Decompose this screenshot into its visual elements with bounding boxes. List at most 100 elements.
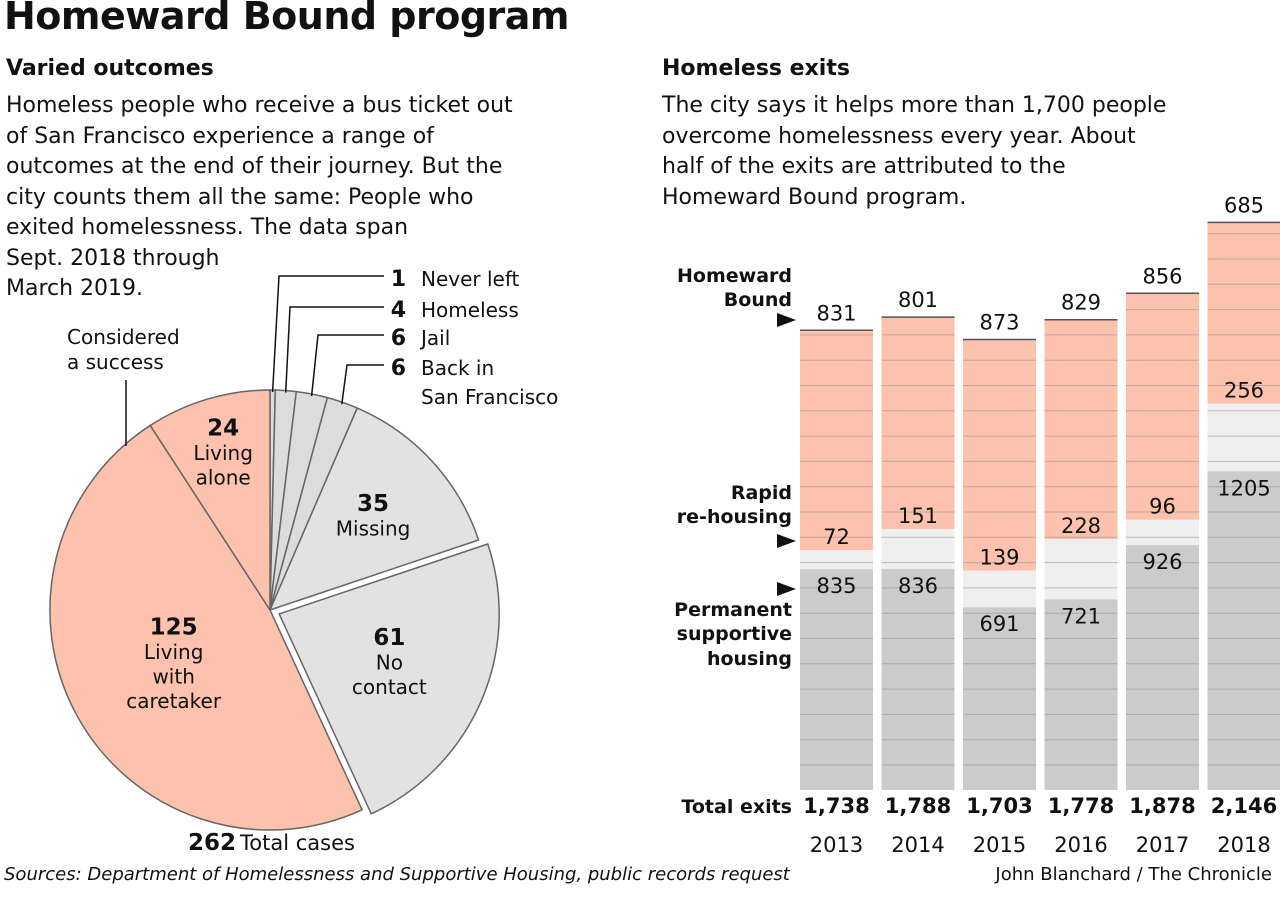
legend-rapid-arrow <box>777 534 796 548</box>
pie-slice-label: with <box>152 664 194 688</box>
pie-value-label: 61 <box>373 625 405 651</box>
callout-label: Back in <box>421 356 494 380</box>
bar-value-rapid: 96 <box>1149 495 1176 519</box>
bar-year-label: 2018 <box>1217 833 1270 857</box>
bar-homeward-bound <box>1044 319 1118 539</box>
callout-label: Never left <box>421 267 520 291</box>
bar-homeward-bound <box>800 330 873 551</box>
bar-value-permanent: 835 <box>816 574 856 598</box>
bar-value-homeward: 685 <box>1224 193 1264 217</box>
bar-value-permanent: 926 <box>1142 550 1182 574</box>
bar-total-label: 1,703 <box>966 794 1032 818</box>
legend-rapid-label: re-housing <box>677 506 792 528</box>
bar-homeward-bound <box>1126 293 1199 520</box>
legend-permanent-arrow <box>777 582 796 596</box>
total-cases-label: Total cases <box>239 831 355 855</box>
pie-value-label: 35 <box>357 491 389 517</box>
callout-label: Homeless <box>421 298 519 322</box>
total-cases-value: 262 <box>188 830 236 856</box>
pie-slice-no-contact <box>278 543 500 815</box>
bar-rapid-re-housing <box>963 570 1036 608</box>
bar-total-label: 1,738 <box>803 794 869 818</box>
pie-slice-living-alone <box>149 389 271 613</box>
sources-note: Sources: Department of Homelessness and … <box>4 864 790 885</box>
bar-value-rapid: 72 <box>823 525 850 549</box>
callout-line <box>310 334 384 397</box>
pie-slice-label: contact <box>352 675 427 699</box>
bar-value-rapid: 256 <box>1224 379 1264 403</box>
bar-total-label: 1,778 <box>1048 794 1114 818</box>
bar-value-permanent: 836 <box>898 574 938 598</box>
pie-slice-label: caretaker <box>126 689 222 713</box>
bar-description: The city says it helps more than 1,700 p… <box>662 91 1166 213</box>
bar-value-rapid: 151 <box>898 504 938 528</box>
pie-desc-line: March 2019. <box>6 276 144 301</box>
bar-rapid-re-housing <box>1126 519 1199 546</box>
bar-value-homeward: 829 <box>1061 291 1101 315</box>
bar-permanent-supportive-housing <box>963 607 1036 790</box>
pie-desc-line: of San Francisco experience a range of <box>6 123 434 149</box>
pie-slice-living-with-caretaker <box>49 424 364 831</box>
bar-total-label: 2,146 <box>1211 794 1277 818</box>
pie-desc-line: city counts them all the same: People wh… <box>6 184 474 210</box>
bar-homeward-bound <box>1207 222 1280 404</box>
pie-slice-label: Missing <box>336 516 411 540</box>
legend-permanent-label: supportive <box>677 623 792 645</box>
bar-value-homeward: 801 <box>898 288 938 312</box>
bar-value-homeward: 873 <box>979 311 1019 335</box>
pie-desc-line: outcomes at the end of their journey. Bu… <box>6 154 503 179</box>
bar-homeward-bound <box>881 317 955 529</box>
callout-label: Jail <box>419 326 450 350</box>
bar-value-permanent: 1205 <box>1217 476 1270 500</box>
bar-year-label: 2017 <box>1136 833 1189 857</box>
bar-total-label: 1,878 <box>1129 794 1195 818</box>
callout-label: San Francisco <box>421 385 558 409</box>
pie-slice-label: No <box>376 651 403 675</box>
bar-desc-line: overcome homelessness every year. About <box>662 123 1136 149</box>
bar-rapid-re-housing <box>800 550 873 570</box>
bar-permanent-supportive-housing <box>800 569 873 790</box>
legend-permanent-label: Permanent <box>674 599 792 621</box>
pie-desc-line: Homeless people who receive a bus ticket… <box>6 93 513 118</box>
pie-description: Homeless people who receive a bus ticket… <box>6 91 513 305</box>
pie-value-label: 24 <box>207 415 239 441</box>
legend-permanent-label: housing <box>707 648 792 670</box>
bar-permanent-supportive-housing <box>881 568 955 790</box>
bar-desc-line: half of the exits are attributed to the <box>662 154 1066 179</box>
bar-value-homeward: 856 <box>1142 264 1182 288</box>
pie-slice-label: Living <box>193 441 252 465</box>
success-label: Considered <box>67 325 180 349</box>
pie-value-label: 125 <box>150 614 198 640</box>
legend-rapid-label: Rapid <box>731 482 792 504</box>
bar-homeward-bound <box>963 339 1036 571</box>
callout-line <box>341 364 384 405</box>
pie-desc-line: exited homelessness. The data span <box>6 215 409 240</box>
bar-desc-line: Homeward Bound program. <box>662 184 967 210</box>
bar-year-label: 2016 <box>1054 833 1107 857</box>
bar-value-permanent: 721 <box>1061 604 1101 628</box>
pie-chart: 35Missing61Nocontact125Livingwithcaretak… <box>49 267 558 856</box>
bar-subhead: Homeless exits <box>662 56 850 81</box>
page-title: Homeward Bound program <box>4 0 570 38</box>
bar-value-homeward: 831 <box>816 301 856 325</box>
credit-line: John Blanchard / The Chronicle <box>995 864 1272 885</box>
legend-homeward-label: Homeward <box>677 265 792 287</box>
callout-line <box>284 306 384 393</box>
pie-subhead: Varied outcomes <box>6 56 214 81</box>
bar-permanent-supportive-housing <box>1207 471 1280 790</box>
pie-desc-line: Sept. 2018 through <box>6 245 220 271</box>
success-label: a success <box>67 350 164 374</box>
bar-year-label: 2015 <box>973 833 1026 857</box>
callout-value: 4 <box>391 298 406 323</box>
bar-rapid-re-housing <box>1207 403 1280 472</box>
bar-permanent-supportive-housing <box>1044 599 1118 790</box>
bar-year-label: 2014 <box>891 833 944 857</box>
callout-value: 1 <box>391 267 406 292</box>
callout-value: 6 <box>391 356 406 381</box>
pie-slice-missing <box>268 407 480 612</box>
pie-slice-label: Living <box>144 640 203 664</box>
legend-homeward-label: Bound <box>724 289 792 311</box>
legend-homeward-arrow <box>777 313 796 327</box>
bar-total-label: 1,788 <box>885 794 951 818</box>
callout-line <box>271 275 384 393</box>
